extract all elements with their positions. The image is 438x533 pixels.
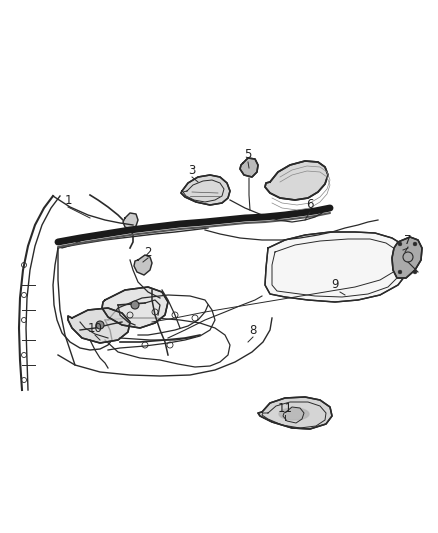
Circle shape [96,321,104,329]
Polygon shape [240,158,258,177]
Circle shape [413,242,417,246]
Text: 3: 3 [188,164,196,176]
Polygon shape [102,287,168,328]
Polygon shape [265,232,410,302]
Text: 6: 6 [306,198,314,212]
Text: 5: 5 [244,149,252,161]
Circle shape [398,270,402,274]
Ellipse shape [279,408,309,420]
Text: 8: 8 [249,324,257,336]
Polygon shape [123,213,138,229]
Polygon shape [392,237,422,278]
Text: 2: 2 [144,246,152,259]
Text: 10: 10 [88,321,102,335]
Polygon shape [181,175,230,205]
Polygon shape [258,397,332,429]
Circle shape [398,242,402,246]
Polygon shape [134,255,152,275]
Circle shape [131,301,139,309]
Circle shape [413,270,417,274]
Polygon shape [265,161,328,200]
Text: 1: 1 [64,193,72,206]
Polygon shape [68,308,130,343]
Text: 9: 9 [331,279,339,292]
Text: 11: 11 [278,401,293,415]
Text: 7: 7 [404,233,412,246]
